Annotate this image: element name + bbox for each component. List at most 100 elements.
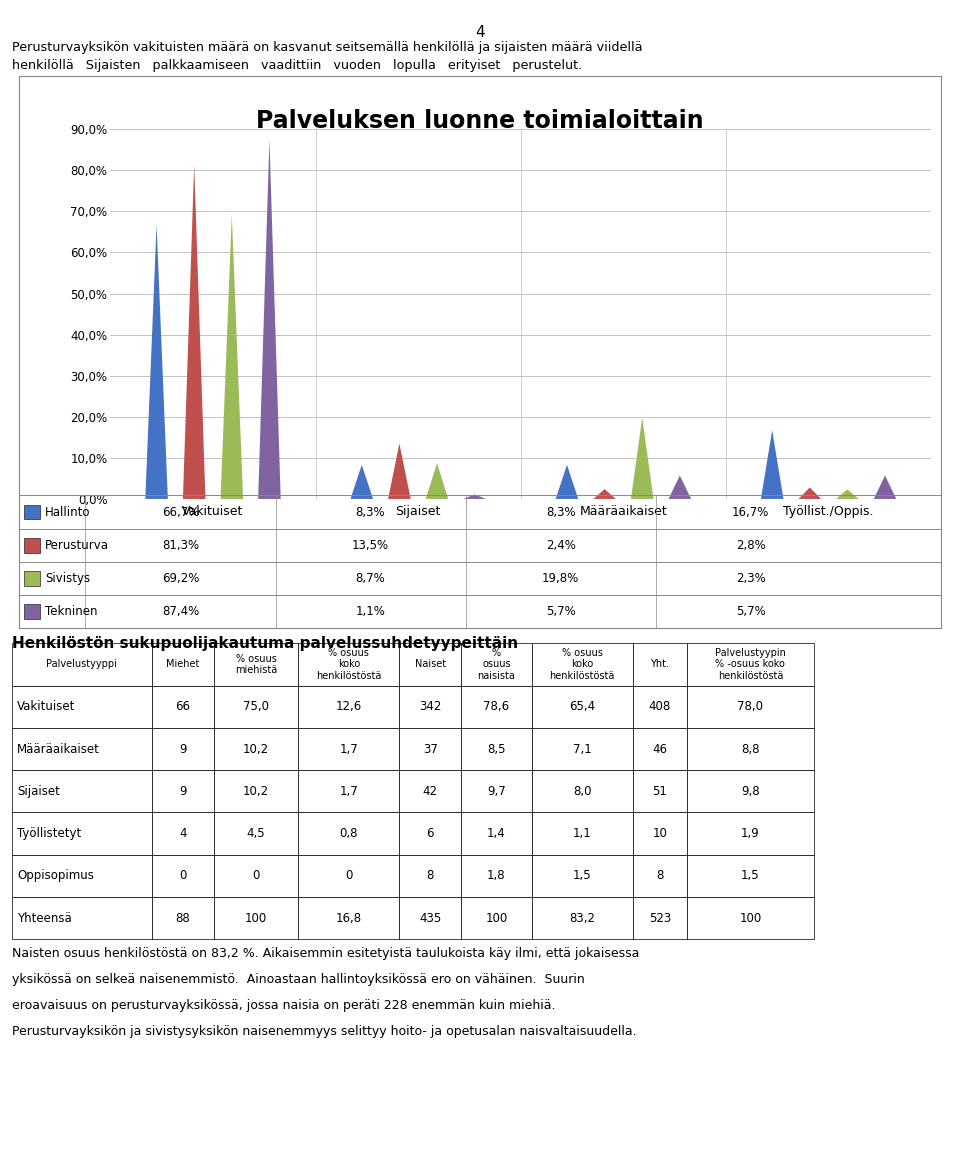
Text: 8,7%: 8,7% — [356, 572, 385, 585]
Bar — [399, 770, 461, 812]
Text: 78,0: 78,0 — [737, 700, 763, 714]
Text: 12,6: 12,6 — [336, 700, 362, 714]
Text: yksikössä on selkeä naisenemmistö.  Ainoastaan hallintoyksikössä ero on vähäinen: yksikössä on selkeä naisenemmistö. Ainoa… — [12, 973, 585, 986]
Text: 8,0: 8,0 — [573, 784, 591, 798]
Text: Vakituiset: Vakituiset — [17, 700, 76, 714]
Text: 1,8: 1,8 — [487, 869, 506, 883]
Text: Perusturvayksikön ja sivistysyksikön naisenemmyys selittyy hoito- ja opetusalan : Perusturvayksikön ja sivistysyksikön nai… — [12, 1025, 636, 1038]
Polygon shape — [799, 487, 821, 499]
Bar — [687, 643, 813, 686]
Bar — [152, 812, 214, 855]
Text: 19,8%: 19,8% — [542, 572, 579, 585]
Text: Palvelustyyppi: Palvelustyyppi — [46, 660, 117, 669]
Text: 7,1: 7,1 — [573, 742, 591, 756]
Text: 100: 100 — [245, 911, 267, 925]
Bar — [687, 770, 813, 812]
Bar — [399, 728, 461, 770]
Bar — [633, 812, 687, 855]
Bar — [399, 897, 461, 939]
Bar — [214, 728, 299, 770]
Bar — [214, 686, 299, 728]
Text: 66: 66 — [176, 700, 190, 714]
Text: 1,1: 1,1 — [573, 826, 591, 841]
Bar — [399, 812, 461, 855]
Bar — [687, 686, 813, 728]
Text: 78,6: 78,6 — [483, 700, 510, 714]
Text: %
osuus
naisista: % osuus naisista — [477, 648, 516, 681]
Bar — [687, 728, 813, 770]
Bar — [461, 728, 532, 770]
Text: Määräaikaiset: Määräaikaiset — [17, 742, 100, 756]
Bar — [461, 855, 532, 897]
Bar — [214, 643, 299, 686]
Bar — [214, 770, 299, 812]
Text: 1,5: 1,5 — [573, 869, 591, 883]
Text: Työllistetyt: Työllistetyt — [17, 826, 82, 841]
Bar — [532, 812, 633, 855]
Text: 5,7%: 5,7% — [736, 605, 765, 618]
Polygon shape — [874, 475, 897, 499]
Bar — [19, 561, 941, 595]
Bar — [12, 897, 152, 939]
Bar — [299, 855, 399, 897]
Text: 2,4%: 2,4% — [545, 539, 576, 552]
Text: 69,2%: 69,2% — [162, 572, 199, 585]
Text: Palveluksen luonne toimialoittain: Palveluksen luonne toimialoittain — [256, 109, 704, 134]
Bar — [152, 770, 214, 812]
Polygon shape — [464, 494, 486, 499]
Text: 81,3%: 81,3% — [162, 539, 199, 552]
Bar — [532, 855, 633, 897]
Text: 408: 408 — [649, 700, 671, 714]
Text: 8,5: 8,5 — [487, 742, 506, 756]
Text: % osuus
koko
henkilöstöstä: % osuus koko henkilöstöstä — [549, 648, 614, 681]
Bar — [299, 897, 399, 939]
Text: 9,8: 9,8 — [741, 784, 759, 798]
Text: 10: 10 — [653, 826, 667, 841]
Bar — [461, 897, 532, 939]
Bar — [24, 538, 40, 553]
Bar — [299, 728, 399, 770]
Text: 51: 51 — [653, 784, 667, 798]
Text: 2,3%: 2,3% — [736, 572, 765, 585]
Polygon shape — [593, 490, 616, 499]
Text: 8,3%: 8,3% — [356, 506, 385, 519]
Bar — [532, 770, 633, 812]
Text: Henkilöstön sukupuolijakautuma palvelussuhdetyypeittäin: Henkilöstön sukupuolijakautuma palveluss… — [12, 636, 517, 652]
Text: Yht.: Yht. — [650, 660, 669, 669]
Text: 0,8: 0,8 — [340, 826, 358, 841]
Bar — [399, 855, 461, 897]
Polygon shape — [761, 431, 783, 499]
Text: Miehet: Miehet — [166, 660, 200, 669]
Text: 88: 88 — [176, 911, 190, 925]
Text: Sijaiset: Sijaiset — [17, 784, 60, 798]
Text: 42: 42 — [422, 784, 438, 798]
Text: Tekninen: Tekninen — [45, 605, 98, 618]
Bar — [633, 897, 687, 939]
Text: % osuus
koko
henkilöstöstä: % osuus koko henkilöstöstä — [316, 648, 381, 681]
Text: 13,5%: 13,5% — [352, 539, 389, 552]
Polygon shape — [556, 465, 578, 499]
Text: Yhteensä: Yhteensä — [17, 911, 72, 925]
Bar — [12, 686, 152, 728]
Polygon shape — [350, 465, 373, 499]
Text: 65,4: 65,4 — [569, 700, 595, 714]
Bar — [299, 643, 399, 686]
Bar — [461, 812, 532, 855]
Bar — [633, 643, 687, 686]
Text: eroavaisuus on perusturvayksikössä, jossa naisia on peräti 228 enemmän kuin mieh: eroavaisuus on perusturvayksikössä, joss… — [12, 999, 555, 1012]
Text: 5,7%: 5,7% — [546, 605, 575, 618]
Bar — [532, 897, 633, 939]
Bar — [152, 855, 214, 897]
Bar — [461, 643, 532, 686]
Bar — [152, 686, 214, 728]
Text: Hallinto: Hallinto — [45, 506, 90, 519]
Text: 46: 46 — [653, 742, 667, 756]
Bar — [633, 686, 687, 728]
Bar — [633, 770, 687, 812]
Bar — [687, 897, 813, 939]
Bar — [19, 528, 941, 561]
Text: 523: 523 — [649, 911, 671, 925]
Bar — [687, 812, 813, 855]
Text: 1,4: 1,4 — [487, 826, 506, 841]
Text: henkilöllä   Sijaisten   palkkaamiseen   vaadittiin   vuoden   lopulla   erityis: henkilöllä Sijaisten palkkaamiseen vaadi… — [12, 59, 582, 72]
